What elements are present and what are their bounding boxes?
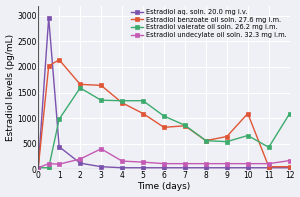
Y-axis label: Estradiol levels (pg/mL): Estradiol levels (pg/mL) — [6, 34, 15, 141]
Estradiol undecylate oil soln. 32.3 mg i.m. — [120, 160, 124, 162]
Estradiol aq. soln. 20.0 mg i.v. — [204, 166, 208, 169]
Estradiol undecylate oil soln. 32.3 mg i.m. — [78, 158, 82, 160]
Estradiol benzoate oil soln. 27.6 mg i.m. — [36, 166, 40, 169]
Estradiol aq. soln. 20.0 mg i.v. — [288, 166, 292, 169]
Estradiol valerate oil soln. 26.2 mg i.m. — [204, 139, 208, 142]
Estradiol valerate oil soln. 26.2 mg i.m. — [57, 118, 61, 120]
Estradiol undecylate oil soln. 32.3 mg i.m. — [183, 163, 187, 165]
Line: Estradiol aq. soln. 20.0 mg i.v.: Estradiol aq. soln. 20.0 mg i.v. — [37, 16, 291, 169]
Estradiol benzoate oil soln. 27.6 mg i.m. — [162, 126, 166, 128]
Estradiol benzoate oil soln. 27.6 mg i.m. — [120, 102, 124, 104]
Estradiol aq. soln. 20.0 mg i.v. — [57, 146, 61, 148]
Estradiol aq. soln. 20.0 mg i.v. — [183, 166, 187, 169]
Estradiol aq. soln. 20.0 mg i.v. — [141, 166, 145, 169]
Estradiol valerate oil soln. 26.2 mg i.m. — [47, 166, 50, 169]
Estradiol aq. soln. 20.0 mg i.v. — [120, 166, 124, 169]
Estradiol aq. soln. 20.0 mg i.v. — [246, 166, 250, 169]
Estradiol undecylate oil soln. 32.3 mg i.m. — [288, 159, 292, 162]
Estradiol benzoate oil soln. 27.6 mg i.m. — [78, 83, 82, 85]
Estradiol benzoate oil soln. 27.6 mg i.m. — [141, 112, 145, 115]
Estradiol benzoate oil soln. 27.6 mg i.m. — [225, 135, 229, 138]
Estradiol valerate oil soln. 26.2 mg i.m. — [246, 134, 250, 137]
Estradiol undecylate oil soln. 32.3 mg i.m. — [225, 163, 229, 165]
Estradiol aq. soln. 20.0 mg i.v. — [99, 165, 103, 168]
Estradiol benzoate oil soln. 27.6 mg i.m. — [99, 84, 103, 86]
Estradiol aq. soln. 20.0 mg i.v. — [47, 17, 50, 19]
Estradiol valerate oil soln. 26.2 mg i.m. — [288, 112, 292, 115]
Estradiol undecylate oil soln. 32.3 mg i.m. — [204, 163, 208, 165]
Estradiol valerate oil soln. 26.2 mg i.m. — [120, 99, 124, 102]
Estradiol aq. soln. 20.0 mg i.v. — [36, 166, 40, 169]
Legend: Estradiol aq. soln. 20.0 mg i.v., Estradiol benzoate oil soln. 27.6 mg i.m., Est: Estradiol aq. soln. 20.0 mg i.v., Estrad… — [130, 7, 288, 39]
Estradiol benzoate oil soln. 27.6 mg i.m. — [204, 139, 208, 142]
Estradiol undecylate oil soln. 32.3 mg i.m. — [267, 163, 271, 165]
Estradiol valerate oil soln. 26.2 mg i.m. — [99, 99, 103, 101]
Estradiol undecylate oil soln. 32.3 mg i.m. — [246, 163, 250, 165]
Estradiol valerate oil soln. 26.2 mg i.m. — [141, 99, 145, 102]
Estradiol aq. soln. 20.0 mg i.v. — [162, 166, 166, 169]
Estradiol aq. soln. 20.0 mg i.v. — [78, 162, 82, 164]
Line: Estradiol valerate oil soln. 26.2 mg i.m.: Estradiol valerate oil soln. 26.2 mg i.m… — [37, 86, 291, 169]
Estradiol valerate oil soln. 26.2 mg i.m. — [162, 115, 166, 117]
X-axis label: Time (days): Time (days) — [137, 182, 190, 191]
Estradiol valerate oil soln. 26.2 mg i.m. — [78, 87, 82, 89]
Estradiol benzoate oil soln. 27.6 mg i.m. — [47, 65, 50, 67]
Estradiol benzoate oil soln. 27.6 mg i.m. — [57, 59, 61, 61]
Estradiol benzoate oil soln. 27.6 mg i.m. — [183, 125, 187, 127]
Estradiol benzoate oil soln. 27.6 mg i.m. — [246, 112, 250, 115]
Estradiol undecylate oil soln. 32.3 mg i.m. — [57, 163, 61, 165]
Estradiol undecylate oil soln. 32.3 mg i.m. — [141, 161, 145, 163]
Estradiol undecylate oil soln. 32.3 mg i.m. — [99, 148, 103, 150]
Estradiol valerate oil soln. 26.2 mg i.m. — [267, 146, 271, 149]
Estradiol benzoate oil soln. 27.6 mg i.m. — [288, 165, 292, 168]
Estradiol valerate oil soln. 26.2 mg i.m. — [36, 166, 40, 169]
Estradiol benzoate oil soln. 27.6 mg i.m. — [267, 165, 271, 168]
Estradiol valerate oil soln. 26.2 mg i.m. — [183, 124, 187, 126]
Estradiol undecylate oil soln. 32.3 mg i.m. — [47, 163, 50, 165]
Estradiol undecylate oil soln. 32.3 mg i.m. — [162, 163, 166, 165]
Line: Estradiol undecylate oil soln. 32.3 mg i.m.: Estradiol undecylate oil soln. 32.3 mg i… — [37, 147, 291, 169]
Estradiol valerate oil soln. 26.2 mg i.m. — [225, 140, 229, 143]
Estradiol aq. soln. 20.0 mg i.v. — [225, 166, 229, 169]
Line: Estradiol benzoate oil soln. 27.6 mg i.m.: Estradiol benzoate oil soln. 27.6 mg i.m… — [37, 58, 291, 169]
Estradiol aq. soln. 20.0 mg i.v. — [267, 166, 271, 169]
Estradiol undecylate oil soln. 32.3 mg i.m. — [36, 166, 40, 169]
